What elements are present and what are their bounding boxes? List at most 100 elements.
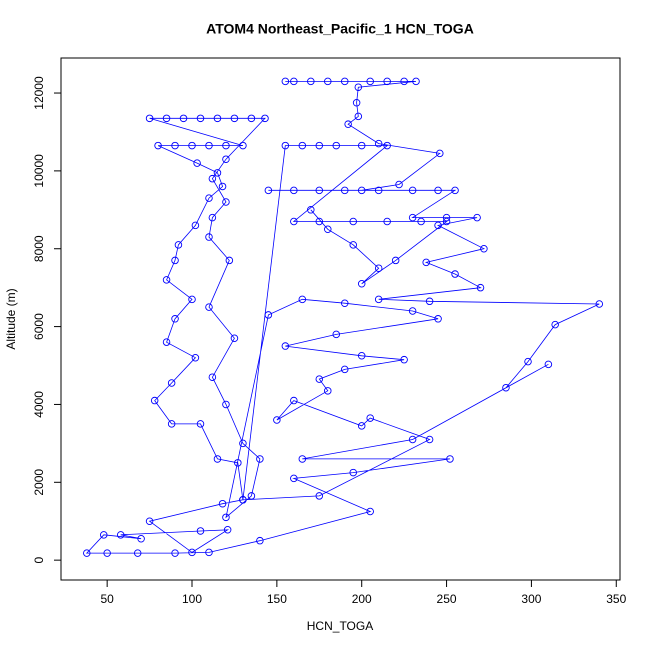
plot-frame (60, 57, 621, 581)
data-point (290, 474, 298, 483)
data-point (213, 169, 222, 177)
data-point (116, 531, 125, 539)
data-point (354, 112, 363, 121)
data-point (400, 355, 408, 364)
x-axis-label: HCN_TOGA (307, 619, 373, 633)
data-point (480, 244, 488, 253)
data-point (451, 270, 459, 278)
data-point (234, 459, 242, 467)
data-point (332, 141, 341, 150)
data-point (524, 357, 532, 366)
data-point (247, 114, 256, 123)
data-point (145, 114, 154, 123)
data-point (315, 217, 324, 226)
data-point (349, 217, 357, 226)
x-tick-label: 100 (182, 592, 202, 606)
data-point (340, 299, 349, 307)
data-point (222, 513, 230, 522)
data-point (222, 198, 230, 206)
data-point (167, 379, 176, 387)
data-point (205, 194, 213, 202)
y-tick-label: 6000 (32, 313, 46, 340)
data-point (137, 534, 145, 543)
data-point (154, 141, 162, 150)
data-point (595, 300, 604, 308)
data-point (290, 396, 298, 405)
data-point (357, 422, 366, 430)
data-point (446, 455, 454, 463)
data-point (324, 225, 332, 234)
data-point (208, 174, 217, 183)
data-point (434, 315, 442, 323)
data-point (230, 334, 239, 343)
data-point (162, 114, 171, 123)
data-point (340, 365, 349, 374)
y-axis-label: Altitude (m) (4, 288, 18, 349)
data-point (150, 396, 159, 405)
data-point (188, 295, 196, 304)
data-point (391, 256, 400, 265)
data-point (374, 264, 383, 272)
data-point (222, 155, 230, 163)
data-point (298, 455, 307, 463)
y-tick-label: 4000 (32, 391, 46, 418)
data-point (340, 77, 349, 86)
data-point (83, 549, 91, 557)
data-point (225, 256, 234, 265)
y-tick-label: 8000 (32, 235, 46, 262)
data-point (145, 517, 154, 525)
data-point (281, 342, 290, 350)
data-point (290, 77, 298, 86)
data-point (357, 352, 366, 360)
data-point (264, 311, 273, 319)
data-point (417, 217, 425, 226)
data-point (344, 120, 352, 128)
data-point (191, 221, 200, 230)
data-point (366, 507, 374, 516)
data-point (213, 455, 222, 463)
data-point (290, 186, 298, 195)
data-point (223, 526, 232, 534)
data-point (473, 213, 481, 222)
data-point (239, 439, 247, 448)
data-point (374, 139, 383, 148)
data-point (383, 217, 391, 226)
data-point (383, 77, 391, 86)
data-point (408, 186, 417, 195)
data-point (103, 549, 111, 557)
data-point (332, 330, 341, 339)
data-point (290, 217, 298, 226)
data-point (551, 320, 559, 329)
data-point (436, 149, 444, 158)
data-point (218, 182, 227, 191)
data-point (383, 141, 391, 150)
data-point (366, 414, 374, 422)
y-tick-label: 0 (32, 556, 46, 563)
data-point (281, 77, 290, 86)
data-point (281, 141, 290, 150)
data-point (357, 280, 366, 288)
data-point (476, 283, 485, 292)
data-point (205, 233, 213, 241)
data-point (208, 213, 217, 222)
data-point (442, 213, 451, 222)
x-tick-label: 300 (521, 592, 541, 606)
data-point (544, 360, 553, 369)
data-point (315, 141, 324, 150)
data-point (408, 213, 417, 222)
data-point (188, 141, 196, 150)
data-point (218, 499, 227, 508)
y-tick-label: 2000 (32, 469, 46, 496)
y-tick-label: 10000 (32, 154, 46, 188)
data-point (196, 527, 205, 535)
data-point (171, 256, 179, 265)
data-point (315, 375, 324, 383)
data-point (188, 548, 196, 557)
data-point (366, 77, 374, 86)
data-point (167, 420, 176, 428)
x-tick-label: 200 (352, 592, 372, 606)
data-point (230, 114, 239, 123)
data-point (425, 435, 434, 444)
